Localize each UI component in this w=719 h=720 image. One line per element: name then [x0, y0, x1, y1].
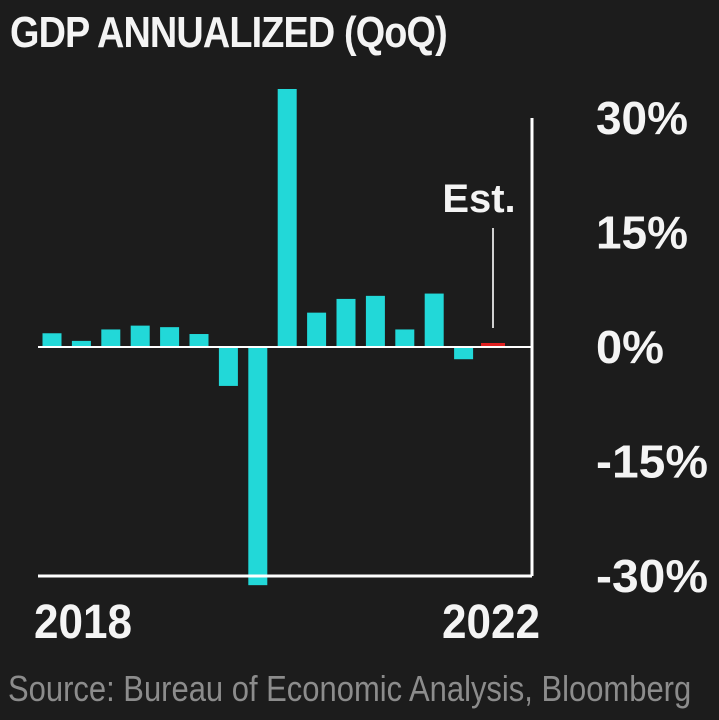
chart-title: GDP ANNUALIZED (QoQ) [10, 8, 448, 57]
y-tick-labels: 30% 15% 0% -15% -30% [596, 92, 708, 602]
bar [424, 293, 444, 347]
bar [218, 347, 238, 386]
y-tick-label: -15% [596, 436, 708, 488]
bar [248, 347, 268, 586]
bar [71, 340, 91, 347]
bar [42, 333, 62, 347]
bar [395, 329, 415, 347]
estimate-bar [481, 343, 505, 347]
y-tick-label: 15% [596, 207, 688, 259]
bar [454, 347, 474, 360]
x-tick-labels: 2018 2022 [34, 596, 540, 649]
bar [189, 334, 209, 347]
y-tick-label: 0% [596, 321, 664, 373]
bar [336, 298, 356, 347]
bar [130, 325, 150, 347]
bar [277, 88, 297, 347]
bar [307, 312, 327, 347]
x-tick-label: 2022 [442, 596, 540, 649]
source-note: Source: Bureau of Economic Analysis, Blo… [8, 668, 692, 709]
y-tick-label: 30% [596, 92, 688, 144]
estimate-label: Est. [442, 177, 515, 221]
y-tick-label: -30% [596, 550, 708, 602]
bar [365, 295, 385, 347]
x-tick-label: 2018 [34, 596, 132, 649]
bars-layer [42, 88, 505, 586]
bar [160, 327, 180, 347]
bar [101, 329, 121, 347]
